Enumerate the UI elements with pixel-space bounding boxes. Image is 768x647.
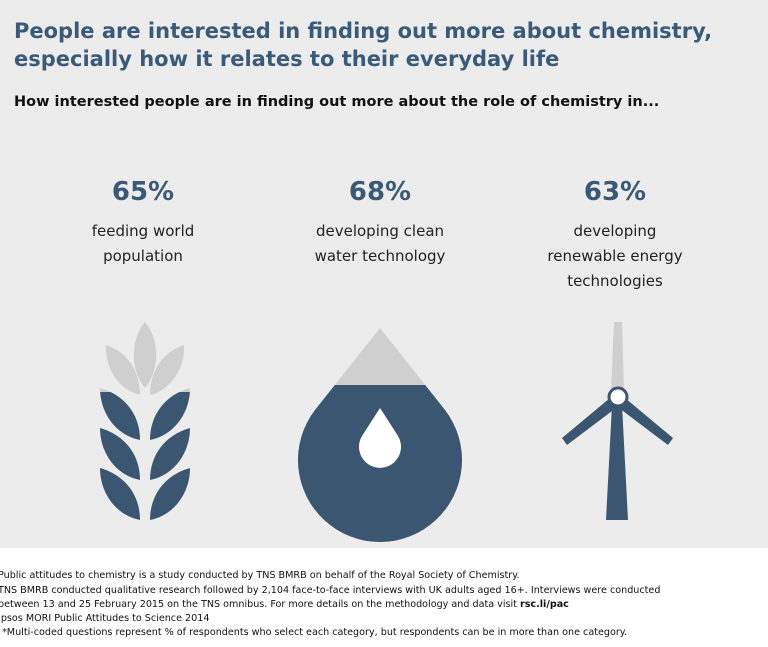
wind-turbine-icon [562,322,673,520]
item-label: feeding world [92,222,195,240]
percent: 65% [112,177,174,207]
item-label: developing clean [316,222,444,240]
footnote: Public attitudes to chemistry is a study… [0,570,520,581]
item-label: developing [574,222,657,240]
footnote-link: rsc.li/pac [520,599,569,610]
item-label: renewable energy [547,247,682,265]
title-line: especially how it relates to their every… [14,47,559,71]
title-line: People are interested in finding out mor… [14,19,712,43]
footnote-text: between 13 and 25 February 2015 on the T… [0,599,520,610]
footnote: TNS BMRB conducted qualitative research … [0,585,660,596]
subtitle: How interested people are in finding out… [14,94,659,110]
item-label: water technology [315,247,446,265]
footnote: between 13 and 25 February 2015 on the T… [0,599,569,610]
item-label: technologies [567,272,663,290]
footnote: Ipsos MORI Public Attitudes to Science 2… [0,613,209,624]
wheat-icon [100,322,190,520]
percent: 68% [349,177,411,207]
water-drop-icon [297,328,462,542]
footnote: *Multi-coded questions represent % of re… [2,627,627,638]
item-label: population [103,247,183,265]
percent: 63% [584,177,646,207]
